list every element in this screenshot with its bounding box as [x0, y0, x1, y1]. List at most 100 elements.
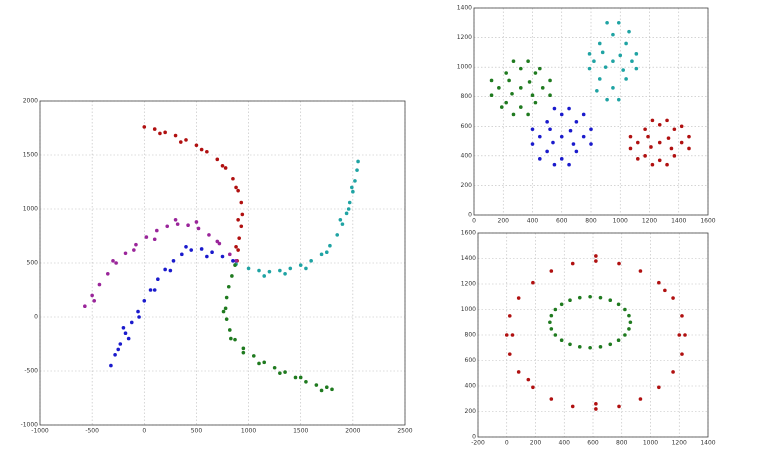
x-tick-label: 1200: [642, 218, 657, 225]
x-tick-label: 1400: [700, 440, 715, 447]
point: [516, 370, 521, 374]
chart: -200 0 200 400 600 800 1000 1200 140002004006008…: [461, 230, 716, 447]
point: [589, 142, 593, 146]
point: [538, 157, 542, 161]
y-tick-label: 400: [461, 152, 473, 159]
point: [531, 280, 535, 285]
point: [628, 320, 633, 325]
x-tick-label: -200: [471, 440, 485, 447]
x-tick-label: 800: [616, 440, 628, 447]
point: [657, 140, 662, 145]
point: [180, 252, 184, 257]
point: [636, 157, 640, 161]
point: [165, 224, 170, 229]
point: [687, 146, 691, 151]
point: [223, 306, 228, 311]
x-tick-label: 0: [142, 428, 146, 435]
y-tick-label: 600: [461, 123, 473, 130]
point: [228, 328, 232, 332]
point: [272, 365, 277, 370]
point: [577, 295, 582, 300]
point: [527, 80, 532, 84]
point: [228, 252, 232, 257]
point: [638, 269, 643, 273]
point: [171, 259, 176, 263]
point: [152, 127, 157, 131]
y-tick-label: 500: [27, 260, 39, 267]
point: [638, 397, 643, 401]
x-tick-label: 1400: [671, 218, 686, 225]
point: [220, 254, 225, 259]
point: [611, 59, 615, 64]
point: [568, 128, 573, 133]
point: [278, 371, 282, 375]
y-tick-label: 1000: [457, 64, 472, 71]
point: [549, 269, 554, 273]
y-tick-label: 0: [472, 434, 476, 441]
point: [594, 259, 598, 263]
point: [511, 112, 516, 117]
point: [549, 313, 554, 318]
point: [497, 86, 501, 90]
x-tick-label: 400: [559, 440, 571, 447]
x-tick-label: 0: [472, 218, 476, 225]
point: [510, 91, 514, 96]
point: [680, 314, 684, 318]
y-tick-label: 1000: [461, 306, 476, 313]
point: [526, 112, 530, 117]
point: [616, 97, 621, 102]
point: [239, 224, 244, 229]
point: [314, 383, 319, 387]
point: [199, 247, 204, 251]
point: [304, 380, 308, 384]
point: [129, 320, 134, 325]
x-tick-label: 1600: [700, 218, 715, 225]
point: [283, 370, 287, 374]
y-tick-label: 1000: [23, 206, 38, 213]
point: [507, 314, 512, 318]
point: [205, 254, 209, 259]
x-tick-label: 200: [530, 440, 542, 447]
point: [511, 59, 516, 64]
point: [207, 233, 211, 237]
point: [605, 97, 609, 102]
point: [233, 263, 237, 267]
point: [587, 66, 592, 71]
point: [567, 162, 571, 167]
point: [669, 146, 674, 151]
point: [597, 77, 602, 81]
point: [136, 309, 140, 314]
point: [665, 118, 669, 123]
point: [588, 294, 592, 299]
point: [571, 142, 576, 146]
point: [489, 78, 494, 83]
point: [116, 347, 121, 352]
point: [158, 131, 162, 136]
point: [236, 248, 240, 252]
point: [507, 352, 512, 356]
point: [330, 387, 334, 392]
point: [257, 268, 261, 273]
point: [346, 207, 351, 211]
point: [186, 223, 190, 227]
y-tick-label: 400: [465, 383, 477, 390]
point: [574, 149, 579, 154]
x-tick-label: 1000: [613, 218, 628, 225]
point: [643, 154, 647, 158]
point: [526, 377, 531, 382]
point: [570, 261, 575, 266]
x-tick-label: 800: [585, 218, 597, 225]
chart: 0 200 400 600 800 1000 1200 1400 1600 0 200 400 600 8…: [457, 5, 716, 225]
y-tick-label: 200: [461, 182, 473, 189]
point: [293, 375, 298, 380]
point: [643, 127, 647, 132]
point: [530, 142, 535, 146]
point: [319, 252, 324, 257]
y-tick-label: 1600: [461, 230, 476, 237]
point: [650, 162, 655, 167]
point: [616, 338, 621, 343]
point: [220, 164, 225, 168]
point: [309, 259, 313, 263]
point: [636, 140, 640, 145]
point: [568, 298, 572, 302]
